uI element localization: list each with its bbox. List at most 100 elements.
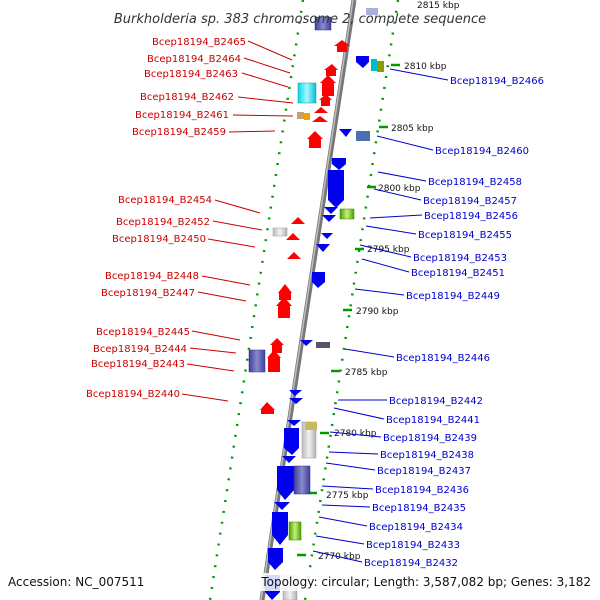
gene-label: Bcep18194_B2436: [375, 485, 469, 496]
reverse-boxes: [282, 8, 384, 600]
gene-label: Bcep18194_B2432: [364, 558, 458, 569]
gene-label: Bcep18194_B2437: [377, 466, 471, 477]
gene-label: Bcep18194_B2445: [96, 327, 190, 338]
gene-arrow: [328, 170, 344, 208]
gene-arrow: [282, 456, 296, 463]
gene-arrow: [321, 233, 333, 239]
gene-label: Bcep18194_B2448: [105, 271, 199, 282]
gene-arrow: [300, 340, 313, 346]
gene-arrow: [339, 129, 352, 137]
gene-label: Bcep18194_B2453: [413, 253, 507, 264]
gene-arrow: [356, 56, 369, 68]
gene-arrow: [260, 402, 275, 414]
gene-arrow: [320, 75, 336, 96]
gene-arrow: [278, 284, 292, 300]
gene-arrow: [307, 131, 323, 148]
gene-box: [293, 465, 311, 495]
kbp-label: 2790 kbp: [356, 307, 399, 317]
forward-boxes: [248, 16, 332, 373]
gene-label: Bcep18194_B2466: [450, 76, 544, 87]
kbp-label: 2795 kbp: [367, 245, 410, 255]
gene-box: [366, 8, 378, 15]
kbp-ticks: [297, 63, 400, 557]
gene-label: Bcep18194_B2433: [366, 540, 460, 551]
gene-arrow: [316, 244, 330, 252]
kbp-label: 2785 kbp: [345, 368, 388, 378]
kbp-label: 2775 kbp: [326, 491, 369, 501]
gene-label: Bcep18194_B2434: [369, 522, 463, 533]
gene-label: Bcep18194_B2457: [423, 196, 517, 207]
gene-label: Bcep18194_B2446: [396, 353, 490, 364]
gene-label: Bcep18194_B2447: [101, 288, 195, 299]
gene-box: [297, 82, 317, 104]
forward-genes: [260, 40, 350, 414]
left-gene-labels: Bcep18194_B2465 Bcep18194_B2464 Bcep1819…: [86, 37, 246, 400]
gene-arrow: [291, 217, 305, 224]
gene-arrow: [322, 215, 336, 222]
kbp-label: 2805 kbp: [391, 124, 434, 134]
gene-arrow: [289, 398, 303, 404]
gene-box: [316, 342, 330, 348]
gene-label: Bcep18194_B2435: [372, 503, 466, 514]
gene-arrow: [267, 350, 281, 372]
left-leaders: [181, 40, 294, 402]
accession-text: Accession: NC_007511: [8, 575, 144, 589]
gene-box: [248, 349, 266, 373]
gene-box: [314, 16, 332, 31]
gene-arrow: [272, 512, 288, 545]
gene-label: Bcep18194_B2452: [116, 217, 210, 228]
gene-label: Bcep18194_B2463: [144, 69, 238, 80]
gene-label: Bcep18194_B2455: [418, 230, 512, 241]
gene-label: Bcep18194_B2462: [140, 92, 234, 103]
gene-arrow: [276, 297, 292, 318]
gene-label: Bcep18194_B2459: [132, 127, 226, 138]
right-gene-labels: Bcep18194_B2466 Bcep18194_B2460 Bcep1819…: [364, 76, 544, 569]
gene-label: Bcep18194_B2458: [428, 177, 522, 188]
gene-label: Bcep18194_B2456: [424, 211, 518, 222]
chromosome-backbone: [259, 0, 357, 600]
topology-text: Topology: circular; Length: 3,587,082 bp…: [260, 575, 591, 589]
gene-label: Bcep18194_B2441: [386, 415, 480, 426]
gene-label: Bcep18194_B2444: [93, 344, 187, 355]
gene-arrow: [312, 272, 325, 288]
gene-arrow: [312, 116, 328, 122]
gene-arrow: [287, 420, 301, 426]
gene-box: [272, 227, 288, 237]
gene-arrow: [270, 338, 284, 353]
gene-arrow: [332, 158, 346, 170]
gene-label: Bcep18194_B2442: [389, 396, 483, 407]
kbp-label: 2815 kbp: [417, 1, 460, 11]
map-title: Burkholderia sp. 383 chromosome 2, compl…: [114, 12, 486, 27]
gene-label: Bcep18194_B2464: [147, 54, 241, 65]
kbp-label: 2810 kbp: [404, 62, 447, 72]
gene-arrow: [324, 207, 338, 214]
gene-arrow: [277, 466, 294, 500]
gene-arrow: [268, 548, 283, 570]
gene-arrow: [284, 428, 299, 455]
kbp-label: 2800 kbp: [378, 184, 421, 194]
gene-label: Bcep18194_B2438: [380, 450, 474, 461]
gene-arrow: [287, 252, 301, 259]
gene-label: Bcep18194_B2439: [383, 433, 477, 444]
gene-box: [288, 521, 302, 541]
gene-arrow: [319, 94, 332, 106]
gene-label: Bcep18194_B2465: [152, 37, 246, 48]
gene-label: Bcep18194_B2460: [435, 146, 529, 157]
gene-box: [371, 59, 377, 71]
gene-box: [304, 113, 310, 120]
gene-box: [356, 131, 370, 141]
gene-box: [297, 112, 304, 119]
gene-label: Bcep18194_B2451: [411, 268, 505, 279]
gene-box: [339, 208, 355, 220]
gene-arrow: [334, 40, 350, 52]
gene-arrow: [324, 64, 338, 76]
gene-label: Bcep18194_B2454: [118, 195, 212, 206]
gene-label: Bcep18194_B2449: [406, 291, 500, 302]
gene-box: [377, 61, 384, 72]
gene-arrow: [286, 233, 300, 240]
gene-label: Bcep18194_B2461: [135, 110, 229, 121]
gene-box: [305, 422, 317, 430]
gene-label: Bcep18194_B2440: [86, 389, 180, 400]
gene-arrow: [289, 390, 302, 396]
